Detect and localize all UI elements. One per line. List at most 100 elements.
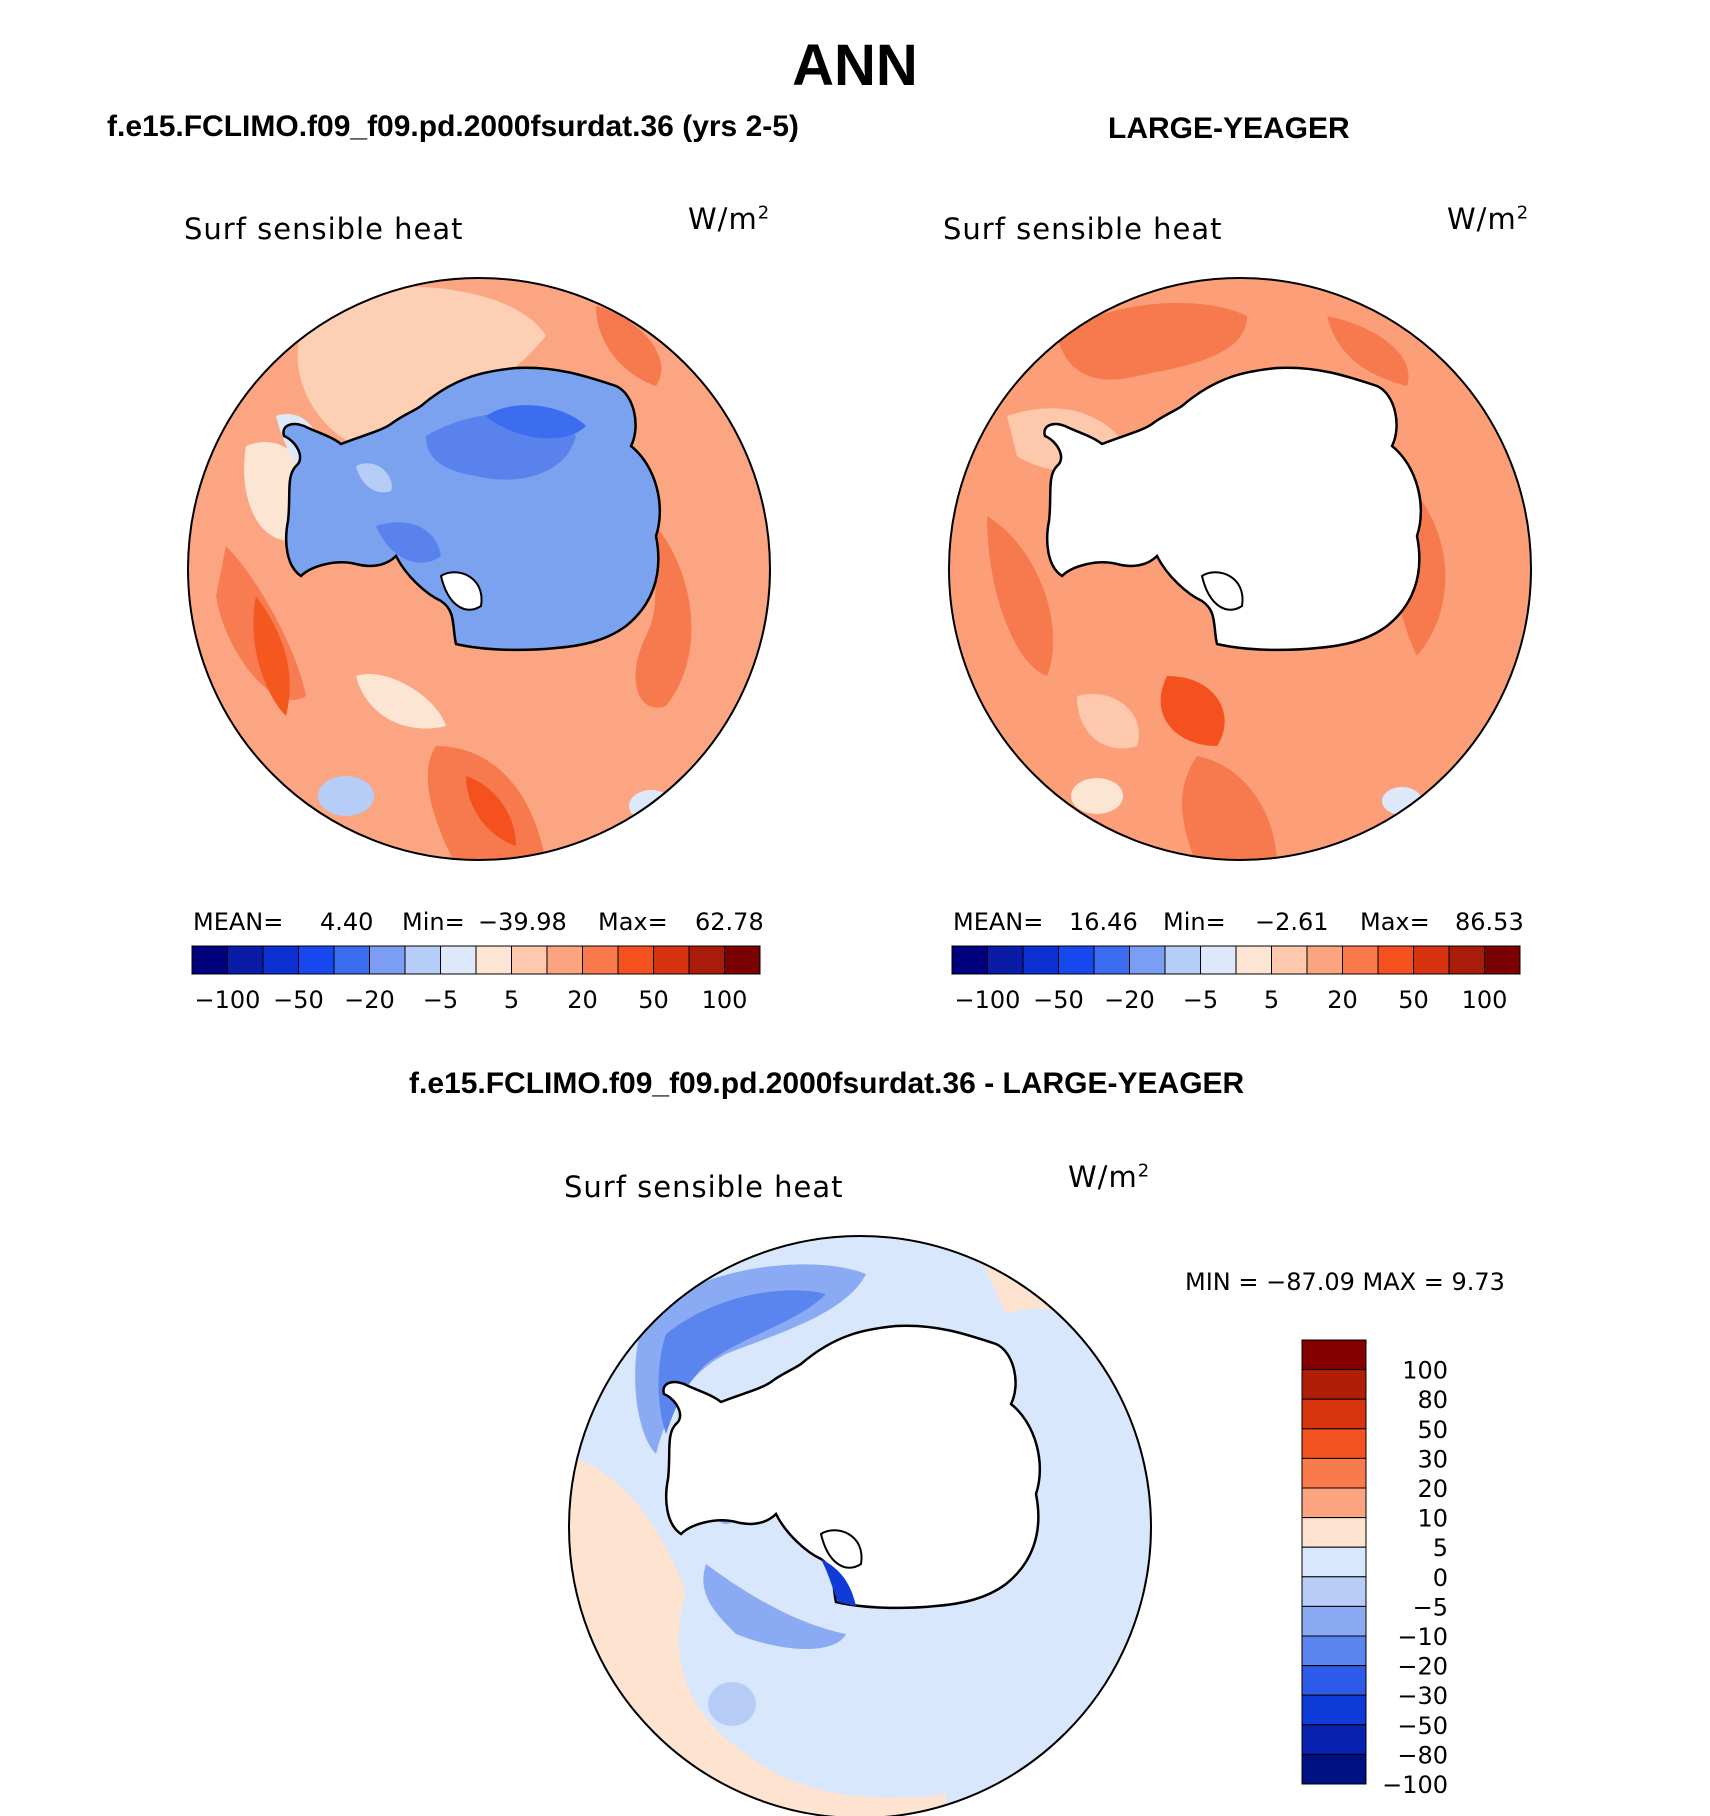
- colorbar-swatch: [1093, 945, 1130, 975]
- colorbar-swatch: [475, 945, 512, 975]
- difference-min-max: MIN = −87.09 MAX = 9.73: [1185, 1268, 1505, 1296]
- colorbar-tick-label: −100: [1382, 1771, 1448, 1799]
- map-large-yeager: [948, 277, 1532, 861]
- colorbar-panel-2: −100 −50 −20 −5 5 20 50 100: [951, 945, 1521, 1014]
- colorbar-tick-label: −100: [955, 986, 1021, 1014]
- colorbar-tick-label: −10: [1397, 1623, 1448, 1651]
- colorbar-swatch: [1022, 945, 1059, 975]
- map-boundary: [568, 1235, 1152, 1816]
- field-patch: [708, 1682, 756, 1726]
- panel-2-min-label: Min=: [1163, 908, 1226, 936]
- map-difference: [568, 1235, 1152, 1816]
- field-patch: [486, 405, 586, 439]
- colorbar-tick-label: 100: [1462, 986, 1508, 1014]
- colorbar-swatch: [1301, 1517, 1367, 1548]
- colorbar-swatch: [1301, 1398, 1367, 1430]
- colorbar-tick-label: 5: [1264, 986, 1279, 1014]
- colorbar-tick-label: 100: [702, 986, 748, 1014]
- colorbar-tick-label: −5: [1413, 1593, 1448, 1621]
- colorbar-swatch: [724, 945, 761, 975]
- colorbar-tick-label: −5: [1183, 986, 1218, 1014]
- colorbar-tick-label: −30: [1397, 1682, 1448, 1710]
- colorbar-tick-label: 80: [1417, 1386, 1448, 1414]
- colorbar-swatch: [298, 945, 335, 975]
- field-patch: [376, 522, 441, 563]
- colorbar-swatch: [1129, 945, 1166, 975]
- colorbar-swatch: [1301, 1457, 1367, 1489]
- colorbar-swatch: [1301, 1665, 1367, 1696]
- panel-1-max-label: Max=: [598, 908, 668, 936]
- colorbar-swatch: [1301, 1605, 1367, 1637]
- difference-title: f.e15.FCLIMO.f09_f09.pd.2000fsurdat.36 -…: [409, 1067, 1245, 1100]
- colorbar-tick-label: −20: [1397, 1653, 1448, 1681]
- colorbar-swatch: [1301, 1576, 1367, 1607]
- colorbar-tick-label: −20: [344, 986, 395, 1014]
- colorbar-swatch: [1301, 1724, 1367, 1755]
- colorbar-swatch: [1301, 1753, 1367, 1785]
- colorbar-tick-label: 50: [638, 986, 669, 1014]
- colorbar-tick-label: −5: [423, 986, 458, 1014]
- colorbar-tick-label: −50: [273, 986, 324, 1014]
- panel-1-min-value: −39.98: [478, 908, 567, 936]
- map-model-case: [187, 277, 771, 861]
- antarctica-ice-sheet: [1043, 366, 1423, 652]
- colorbar-swatch: [951, 945, 988, 975]
- colorbar-swatch: [1301, 1487, 1367, 1519]
- colorbar-swatch: [1271, 945, 1308, 975]
- colorbar-swatch: [582, 945, 619, 975]
- panel-1-min-label: Min=: [402, 908, 465, 936]
- field-patch: [253, 596, 290, 716]
- field-patch: [635, 1264, 866, 1454]
- field-patch: [297, 286, 546, 446]
- colorbar-panel-1: −100 −50 −20 −5 5 20 50 100: [191, 945, 761, 1014]
- difference-units: W/m2: [1068, 1160, 1151, 1194]
- colorbar-swatch: [511, 945, 548, 975]
- field-patch: [356, 463, 392, 493]
- field-patch: [1057, 302, 1247, 380]
- ice-shelf: [1200, 571, 1244, 611]
- field-patch: [356, 674, 446, 729]
- colorbar-tick-label: −50: [1033, 986, 1084, 1014]
- panel-1-mean-label: MEAN=: [193, 908, 284, 936]
- colorbar-swatch: [1301, 1546, 1367, 1578]
- ice-shelf: [819, 1529, 863, 1569]
- panel-2-mean-value: 16.46: [1069, 908, 1138, 936]
- colorbar-swatch: [1342, 945, 1379, 975]
- colorbar-swatch: [1484, 945, 1521, 975]
- field-patch: [1327, 316, 1409, 386]
- colorbar-swatch: [1301, 1635, 1367, 1667]
- colorbar-tick-label: 20: [567, 986, 598, 1014]
- colorbar-tick-label: −80: [1397, 1741, 1448, 1769]
- colorbar-swatch: [617, 945, 654, 975]
- colorbar-swatch: [440, 945, 477, 975]
- colorbar-swatch: [1200, 945, 1237, 975]
- colorbar-swatch: [333, 945, 370, 975]
- panel-2-min-value: −2.61: [1255, 908, 1329, 936]
- field-patch: [596, 306, 662, 386]
- panel-2-mean-label: MEAN=: [953, 908, 1044, 936]
- colorbar-tick-label: 30: [1417, 1445, 1448, 1473]
- difference-variable-label: Surf sensible heat: [564, 1170, 844, 1204]
- colorbar-tick-label: −20: [1104, 986, 1155, 1014]
- field-patch: [1071, 778, 1123, 814]
- colorbar-swatch: [1301, 1694, 1367, 1726]
- colorbar-tick-label: −50: [1397, 1712, 1448, 1740]
- colorbar-swatch: [404, 945, 441, 975]
- main-title: ANN: [792, 33, 918, 98]
- colorbar-tick-label: 5: [1433, 1534, 1448, 1562]
- colorbar-swatch: [1301, 1428, 1367, 1459]
- field-patch: [1077, 694, 1139, 749]
- field-patch: [1182, 756, 1277, 860]
- panel-1-mean-value: 4.40: [320, 908, 374, 936]
- field-patch: [703, 1564, 846, 1649]
- map-boundary: [948, 277, 1532, 861]
- colorbar-swatch: [653, 945, 690, 975]
- colorbar-tick-label: 50: [1417, 1416, 1448, 1444]
- field-patch: [629, 790, 673, 822]
- field-patch: [635, 526, 692, 708]
- colorbar-swatch: [1448, 945, 1485, 975]
- field-patch: [658, 1290, 826, 1434]
- colorbar-swatch: [1301, 1339, 1367, 1371]
- panel-1-case-title: f.e15.FCLIMO.f09_f09.pd.2000fsurdat.36 (…: [107, 110, 799, 143]
